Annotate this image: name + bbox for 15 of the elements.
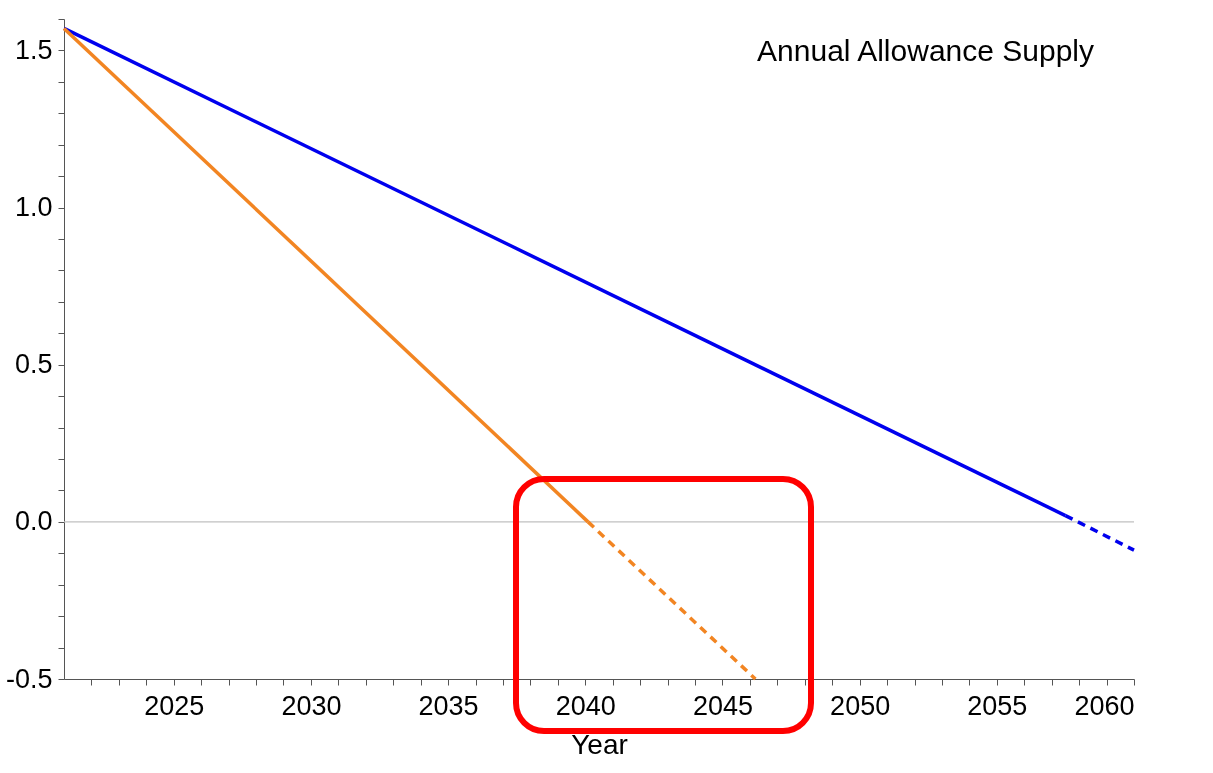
x-tick-label: 2050 — [830, 690, 891, 721]
y-tick-label: 0.0 — [14, 506, 53, 537]
x-axis-title: Year — [571, 728, 628, 760]
x-tick-label: 2035 — [418, 690, 479, 721]
x-tick-label: 2055 — [967, 690, 1028, 721]
x-tick-label: 2060 — [1074, 690, 1135, 721]
x-tick-label: 2045 — [692, 690, 753, 721]
text: Annual Allowance Supply — [757, 34, 1094, 67]
y-tick-label: 1.5 — [14, 34, 53, 65]
y-tick-label: -0.5 — [5, 663, 53, 694]
x-tick-label: 2025 — [144, 690, 205, 721]
x-tick-label: 2030 — [281, 690, 342, 721]
y-tick-label: 1.0 — [14, 192, 53, 223]
y-tick-label: 0.5 — [14, 349, 53, 380]
x-tick-label: 2040 — [555, 690, 616, 721]
